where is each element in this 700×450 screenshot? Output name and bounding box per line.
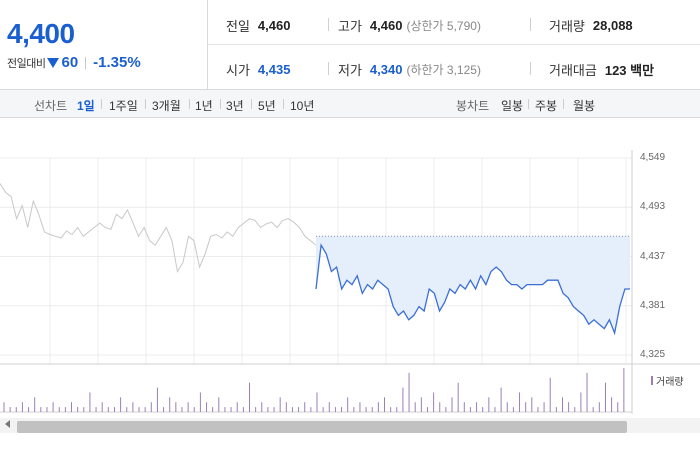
tab-period-1w[interactable]: 1주일 (109, 99, 138, 113)
divider (528, 99, 529, 109)
y-tick-label: 4,325 (640, 349, 666, 360)
divider (85, 56, 87, 69)
y-tick-label: 4,493 (640, 201, 666, 212)
divider (208, 44, 700, 45)
change-label: 전일대비 (7, 57, 46, 70)
tab-period-3m[interactable]: 3개월 (152, 99, 181, 113)
prev-close-label: 전일 (226, 19, 250, 34)
scroll-thumb[interactable] (17, 421, 627, 433)
prev-close-value: 4,460 (257, 18, 291, 33)
tab-candle-weekly[interactable]: 주봉 (535, 99, 558, 113)
current-price-box: 4,400 전일대비 60 -1.35% (0, 0, 208, 89)
price-change: 전일대비 60 -1.35% (7, 54, 141, 71)
volume-bars (3, 368, 625, 412)
y-tick-label: 4,549 (640, 152, 666, 163)
tab-period-1y[interactable]: 1년 (195, 99, 213, 113)
amount-value: 123 백만 (604, 63, 655, 78)
high-label: 고가 (338, 19, 362, 34)
divider (530, 62, 531, 75)
open-value: 4,435 (257, 62, 291, 77)
tab-period-10y[interactable]: 10년 (290, 99, 315, 113)
y-tick-label: 4,437 (640, 251, 666, 262)
down-triangle-icon (47, 57, 60, 68)
prev-day-line (0, 183, 317, 273)
line-chart-label: 선차트 (34, 99, 68, 113)
prev-close: 전일 4,460 (226, 16, 290, 35)
chart-period-bar: 선차트 1일 1주일 3개월 1년 3년 5년 10년 봉차트 일봉 주봉 월봉 (0, 90, 700, 118)
divider (328, 18, 329, 31)
upper-limit: (상한가 5,790) (406, 19, 481, 33)
lower-limit: (하한가 3,125) (406, 63, 481, 77)
current-price: 4,400 (7, 18, 75, 49)
divider (145, 99, 146, 109)
volume-swatch (651, 376, 653, 385)
divider (563, 99, 564, 109)
divider (530, 18, 531, 31)
divider (283, 99, 284, 109)
low-price: 저가 4,340 (하한가 3,125) (338, 60, 481, 79)
today-area (316, 236, 630, 333)
change-amount: 60 (61, 54, 79, 71)
amount-label: 거래대금 (549, 63, 597, 78)
volume-legend-label: 거래량 (656, 377, 684, 388)
low-value: 4,340 (369, 62, 403, 77)
change-percent: -1.35% (93, 54, 141, 71)
volume-stat: 거래량 28,088 (549, 16, 633, 35)
divider (101, 99, 102, 109)
today-line (315, 243, 630, 336)
prev-day-series (0, 183, 317, 273)
volume-value: 28,088 (592, 18, 633, 33)
tab-candle-daily[interactable]: 일봉 (501, 99, 524, 113)
tab-period-3y[interactable]: 3년 (226, 99, 244, 113)
price-chart (0, 150, 700, 414)
volume-legend: 거래량 (651, 373, 684, 388)
y-tick-label: 4,381 (640, 300, 666, 311)
trade-amount: 거래대금 123 백만 (549, 60, 654, 79)
volume-label: 거래량 (549, 19, 585, 34)
quote-panel: 4,400 전일대비 60 -1.35% 전일 4,460 고가 4,460 (… (0, 0, 700, 90)
high-value: 4,460 (369, 18, 403, 33)
divider (328, 62, 329, 75)
tab-period-1d[interactable]: 1일 (77, 99, 95, 113)
candle-chart-label: 봉차트 (456, 99, 490, 113)
open-label: 시가 (226, 63, 250, 78)
tab-period-5y[interactable]: 5년 (258, 99, 276, 113)
divider (220, 99, 221, 109)
divider (189, 99, 190, 109)
low-label: 저가 (338, 63, 362, 78)
scroll-left-icon[interactable] (5, 420, 10, 428)
today-series (315, 235, 630, 336)
divider (251, 99, 252, 109)
open-price: 시가 4,435 (226, 60, 290, 79)
tab-candle-monthly[interactable]: 월봉 (573, 99, 596, 113)
high-price: 고가 4,460 (상한가 5,790) (338, 16, 481, 35)
